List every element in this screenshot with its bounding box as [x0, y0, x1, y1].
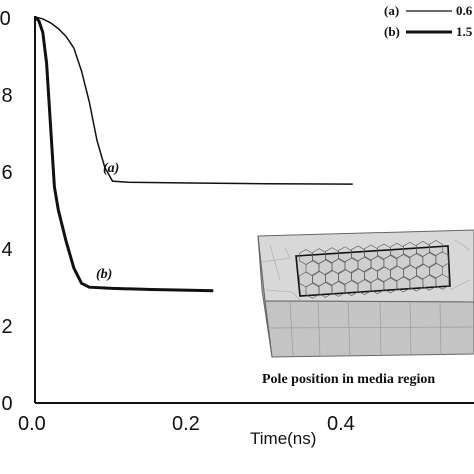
y-tick-label-5: 1.0 [0, 8, 11, 30]
grain-hexagon [318, 282, 333, 298]
y-tick-label-0: .0 [0, 393, 13, 415]
grain-hexagon [435, 273, 450, 290]
inset-caption: Pole position in media region [262, 372, 435, 387]
grain-hexagon [357, 279, 372, 295]
grain-hexagon [422, 274, 437, 291]
legend-marker-b: (b) [384, 24, 400, 39]
x-tick-label-2: 0.4 [327, 413, 355, 435]
x-tick-label-0: 0.0 [18, 413, 46, 435]
legend-value-b: 1.5 [456, 24, 473, 39]
curve-label-a: (a) [103, 161, 119, 176]
series-line-a [34, 16, 353, 185]
y-tick-label-3: .6 [0, 162, 13, 184]
curve-label-b: (b) [96, 267, 112, 282]
grain-hexagon [383, 277, 398, 294]
inset-media-region-illustration [257, 229, 474, 358]
legend: (a) 0.6 (b) 1.5 [384, 3, 473, 39]
legend-value-a: 0.6 [456, 3, 473, 18]
grain-hexagon [409, 275, 424, 292]
grain-hexagon [396, 276, 411, 293]
grain-hexagon [331, 281, 346, 297]
y-tick-label-4: .8 [0, 85, 13, 107]
y-tick-label-2: .4 [0, 239, 13, 261]
grain-hexagon [305, 282, 320, 299]
legend-marker-a: (a) [384, 3, 399, 18]
series-line-b [33, 15, 214, 293]
x-tick-label-1: 0.2 [172, 413, 200, 435]
grain-hexagon [370, 278, 385, 295]
y-tick-label-1: .2 [0, 316, 13, 338]
grain-hexagon [344, 280, 359, 296]
x-axis-label: Time(ns) [250, 429, 316, 448]
